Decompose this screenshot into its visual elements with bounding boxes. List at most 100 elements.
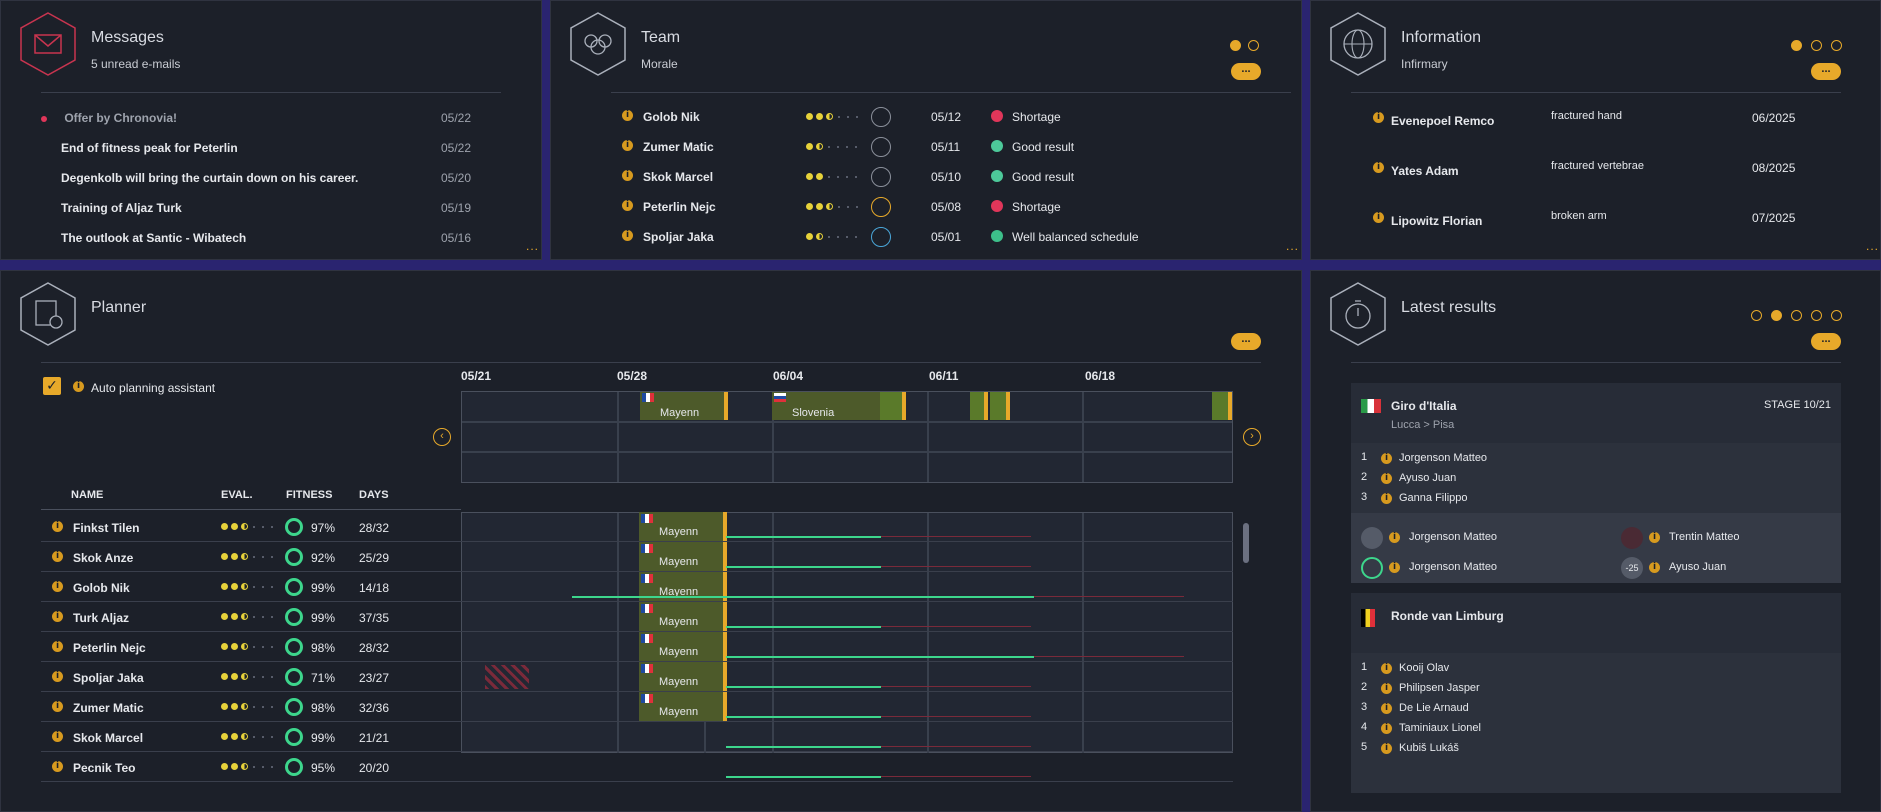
rider-days: 32/36 <box>359 701 390 715</box>
rider-row[interactable]: i Turk Aljaz 99% 37/35 <box>41 602 1233 632</box>
info-icon[interactable]: i <box>52 761 63 772</box>
prev-arrow-icon[interactable]: ‹ <box>433 428 451 446</box>
rider-days: 28/32 <box>359 521 390 535</box>
rider-row[interactable]: i Spoljar Jaka 71% 23/27 <box>41 662 1233 692</box>
team-row[interactable]: i Golob Nik 05/12 Shortage <box>551 107 1291 127</box>
info-icon[interactable]: i <box>73 381 84 392</box>
injury-row[interactable]: i Yates Adam fractured vertebrae 08/2025 <box>1311 159 1871 179</box>
info-icon[interactable]: i <box>1373 212 1384 223</box>
morale-icon <box>871 167 891 187</box>
rider-days: 28/32 <box>359 641 390 655</box>
race-result-card[interactable]: Giro d'Italia STAGE 10/21 Lucca > Pisa <box>1351 383 1841 443</box>
jersey-icon <box>1361 527 1383 549</box>
message-item[interactable]: The outlook at Santic - Wibatech 05/16 <box>61 231 471 245</box>
results-title: Latest results <box>1401 299 1497 316</box>
info-icon[interactable]: i <box>1373 112 1384 123</box>
rider-row[interactable]: i Zumer Matic 98% 32/36 <box>41 692 1233 722</box>
availability-bar <box>726 626 881 628</box>
france-flag-icon <box>641 544 653 553</box>
info-icon[interactable]: i <box>622 140 633 151</box>
rider-race-block[interactable]: Mayenn <box>639 602 723 631</box>
race-block[interactable]: Mayenn <box>640 392 728 420</box>
fitness-ring-icon <box>285 698 303 716</box>
team-menu-button[interactable]: ... <box>1231 63 1261 80</box>
more-icon[interactable]: ... <box>1286 239 1300 253</box>
rider-row[interactable]: i Peterlin Nejc 98% 28/32 <box>41 632 1233 662</box>
page-dot[interactable] <box>1831 310 1842 321</box>
info-icon[interactable]: i <box>52 731 63 742</box>
italy-flag-icon <box>1361 399 1381 413</box>
slovenia-flag-icon <box>774 393 786 402</box>
col-header-fitness[interactable]: FITNESS <box>286 489 333 501</box>
team-row[interactable]: i Spoljar Jaka 05/01 Well balanced sched… <box>551 227 1291 247</box>
rider-race-block[interactable]: Mayenn <box>639 662 723 691</box>
rider-race-block[interactable]: Mayenn <box>639 512 723 541</box>
race-block[interactable]: Slovenia <box>772 392 880 420</box>
injury-row[interactable]: i Evenepoel Remco fractured hand 06/2025 <box>1311 109 1871 129</box>
page-dot[interactable] <box>1248 40 1259 51</box>
rider-fitness: 99% <box>311 731 336 745</box>
rider-race-block[interactable]: Mayenn <box>639 692 723 721</box>
week-label: 06/11 <box>929 369 959 383</box>
rider-race-block[interactable]: Mayenn <box>639 542 723 571</box>
info-icon[interactable]: i <box>52 551 63 562</box>
eval-stars <box>221 553 275 560</box>
info-icon[interactable]: i <box>1373 162 1384 173</box>
info-icon[interactable]: i <box>52 671 63 682</box>
rider-fitness: 97% <box>311 521 336 535</box>
team-row[interactable]: i Zumer Matic 05/11 Good result <box>551 137 1291 157</box>
rider-row[interactable]: i Finkst Tilen 97% 28/32 <box>41 512 1233 542</box>
eval-stars <box>221 673 275 680</box>
page-dot[interactable] <box>1811 40 1822 51</box>
availability-bar <box>726 566 881 568</box>
more-icon[interactable]: ... <box>1866 239 1880 253</box>
information-subtitle: Infirmary <box>1401 57 1448 71</box>
rider-race-block[interactable]: Mayenn <box>639 632 723 661</box>
page-dot[interactable] <box>1771 310 1782 321</box>
message-item[interactable]: Offer by Chronovia! 05/22 <box>41 111 471 125</box>
message-item[interactable]: Training of Aljaz Turk 05/19 <box>61 201 471 215</box>
info-icon[interactable]: i <box>52 611 63 622</box>
calendar-icon <box>20 282 76 346</box>
messages-title: Messages <box>91 29 164 46</box>
team-row[interactable]: i Skok Marcel 05/10 Good result <box>551 167 1291 187</box>
col-header-eval[interactable]: EVAL. <box>221 489 253 501</box>
scrollbar[interactable] <box>1243 523 1249 563</box>
fitness-ring-icon <box>285 728 303 746</box>
info-icon[interactable]: i <box>622 230 633 241</box>
info-icon[interactable]: i <box>622 200 633 211</box>
info-icon[interactable]: i <box>622 170 633 181</box>
rider-row[interactable]: i Pecnik Teo 95% 20/20 <box>41 752 1233 782</box>
page-dot[interactable] <box>1791 310 1802 321</box>
results-menu-button[interactable]: ... <box>1811 333 1841 350</box>
info-icon[interactable]: i <box>52 521 63 532</box>
info-icon[interactable]: i <box>52 581 63 592</box>
mail-icon <box>20 12 76 76</box>
planner-menu-button[interactable]: ... <box>1231 333 1261 350</box>
injury-marker <box>485 665 529 689</box>
information-menu-button[interactable]: ... <box>1811 63 1841 80</box>
rider-row[interactable]: i Skok Anze 92% 25/29 <box>41 542 1233 572</box>
message-item[interactable]: Degenkolb will bring the curtain down on… <box>61 171 471 185</box>
col-header-name[interactable]: NAME <box>71 489 104 501</box>
race-result-card[interactable]: Ronde van Limburg <box>1351 593 1841 653</box>
next-arrow-icon[interactable]: › <box>1243 428 1261 446</box>
points-jersey-icon <box>1361 557 1383 579</box>
more-icon[interactable]: ... <box>526 239 540 253</box>
info-icon[interactable]: i <box>52 641 63 652</box>
page-dot[interactable] <box>1230 40 1241 51</box>
info-icon[interactable]: i <box>622 110 633 121</box>
info-icon[interactable]: i <box>52 701 63 712</box>
injury-row[interactable]: i Lipowitz Florian broken arm 07/2025 <box>1311 209 1871 229</box>
auto-planning-checkbox[interactable]: ✓ <box>43 377 61 395</box>
page-dot[interactable] <box>1831 40 1842 51</box>
rider-row[interactable]: i Golob Nik 99% 14/18 <box>41 572 1233 602</box>
page-dot[interactable] <box>1811 310 1822 321</box>
team-row[interactable]: i Peterlin Nejc 05/08 Shortage <box>551 197 1291 217</box>
rider-row[interactable]: i Skok Marcel 99% 21/21 <box>41 722 1233 752</box>
col-header-days[interactable]: DAYS <box>359 489 389 501</box>
page-dot[interactable] <box>1791 40 1802 51</box>
message-item[interactable]: End of fitness peak for Peterlin 05/22 <box>61 141 471 155</box>
fitness-ring-icon <box>285 758 303 776</box>
page-dot[interactable] <box>1751 310 1762 321</box>
